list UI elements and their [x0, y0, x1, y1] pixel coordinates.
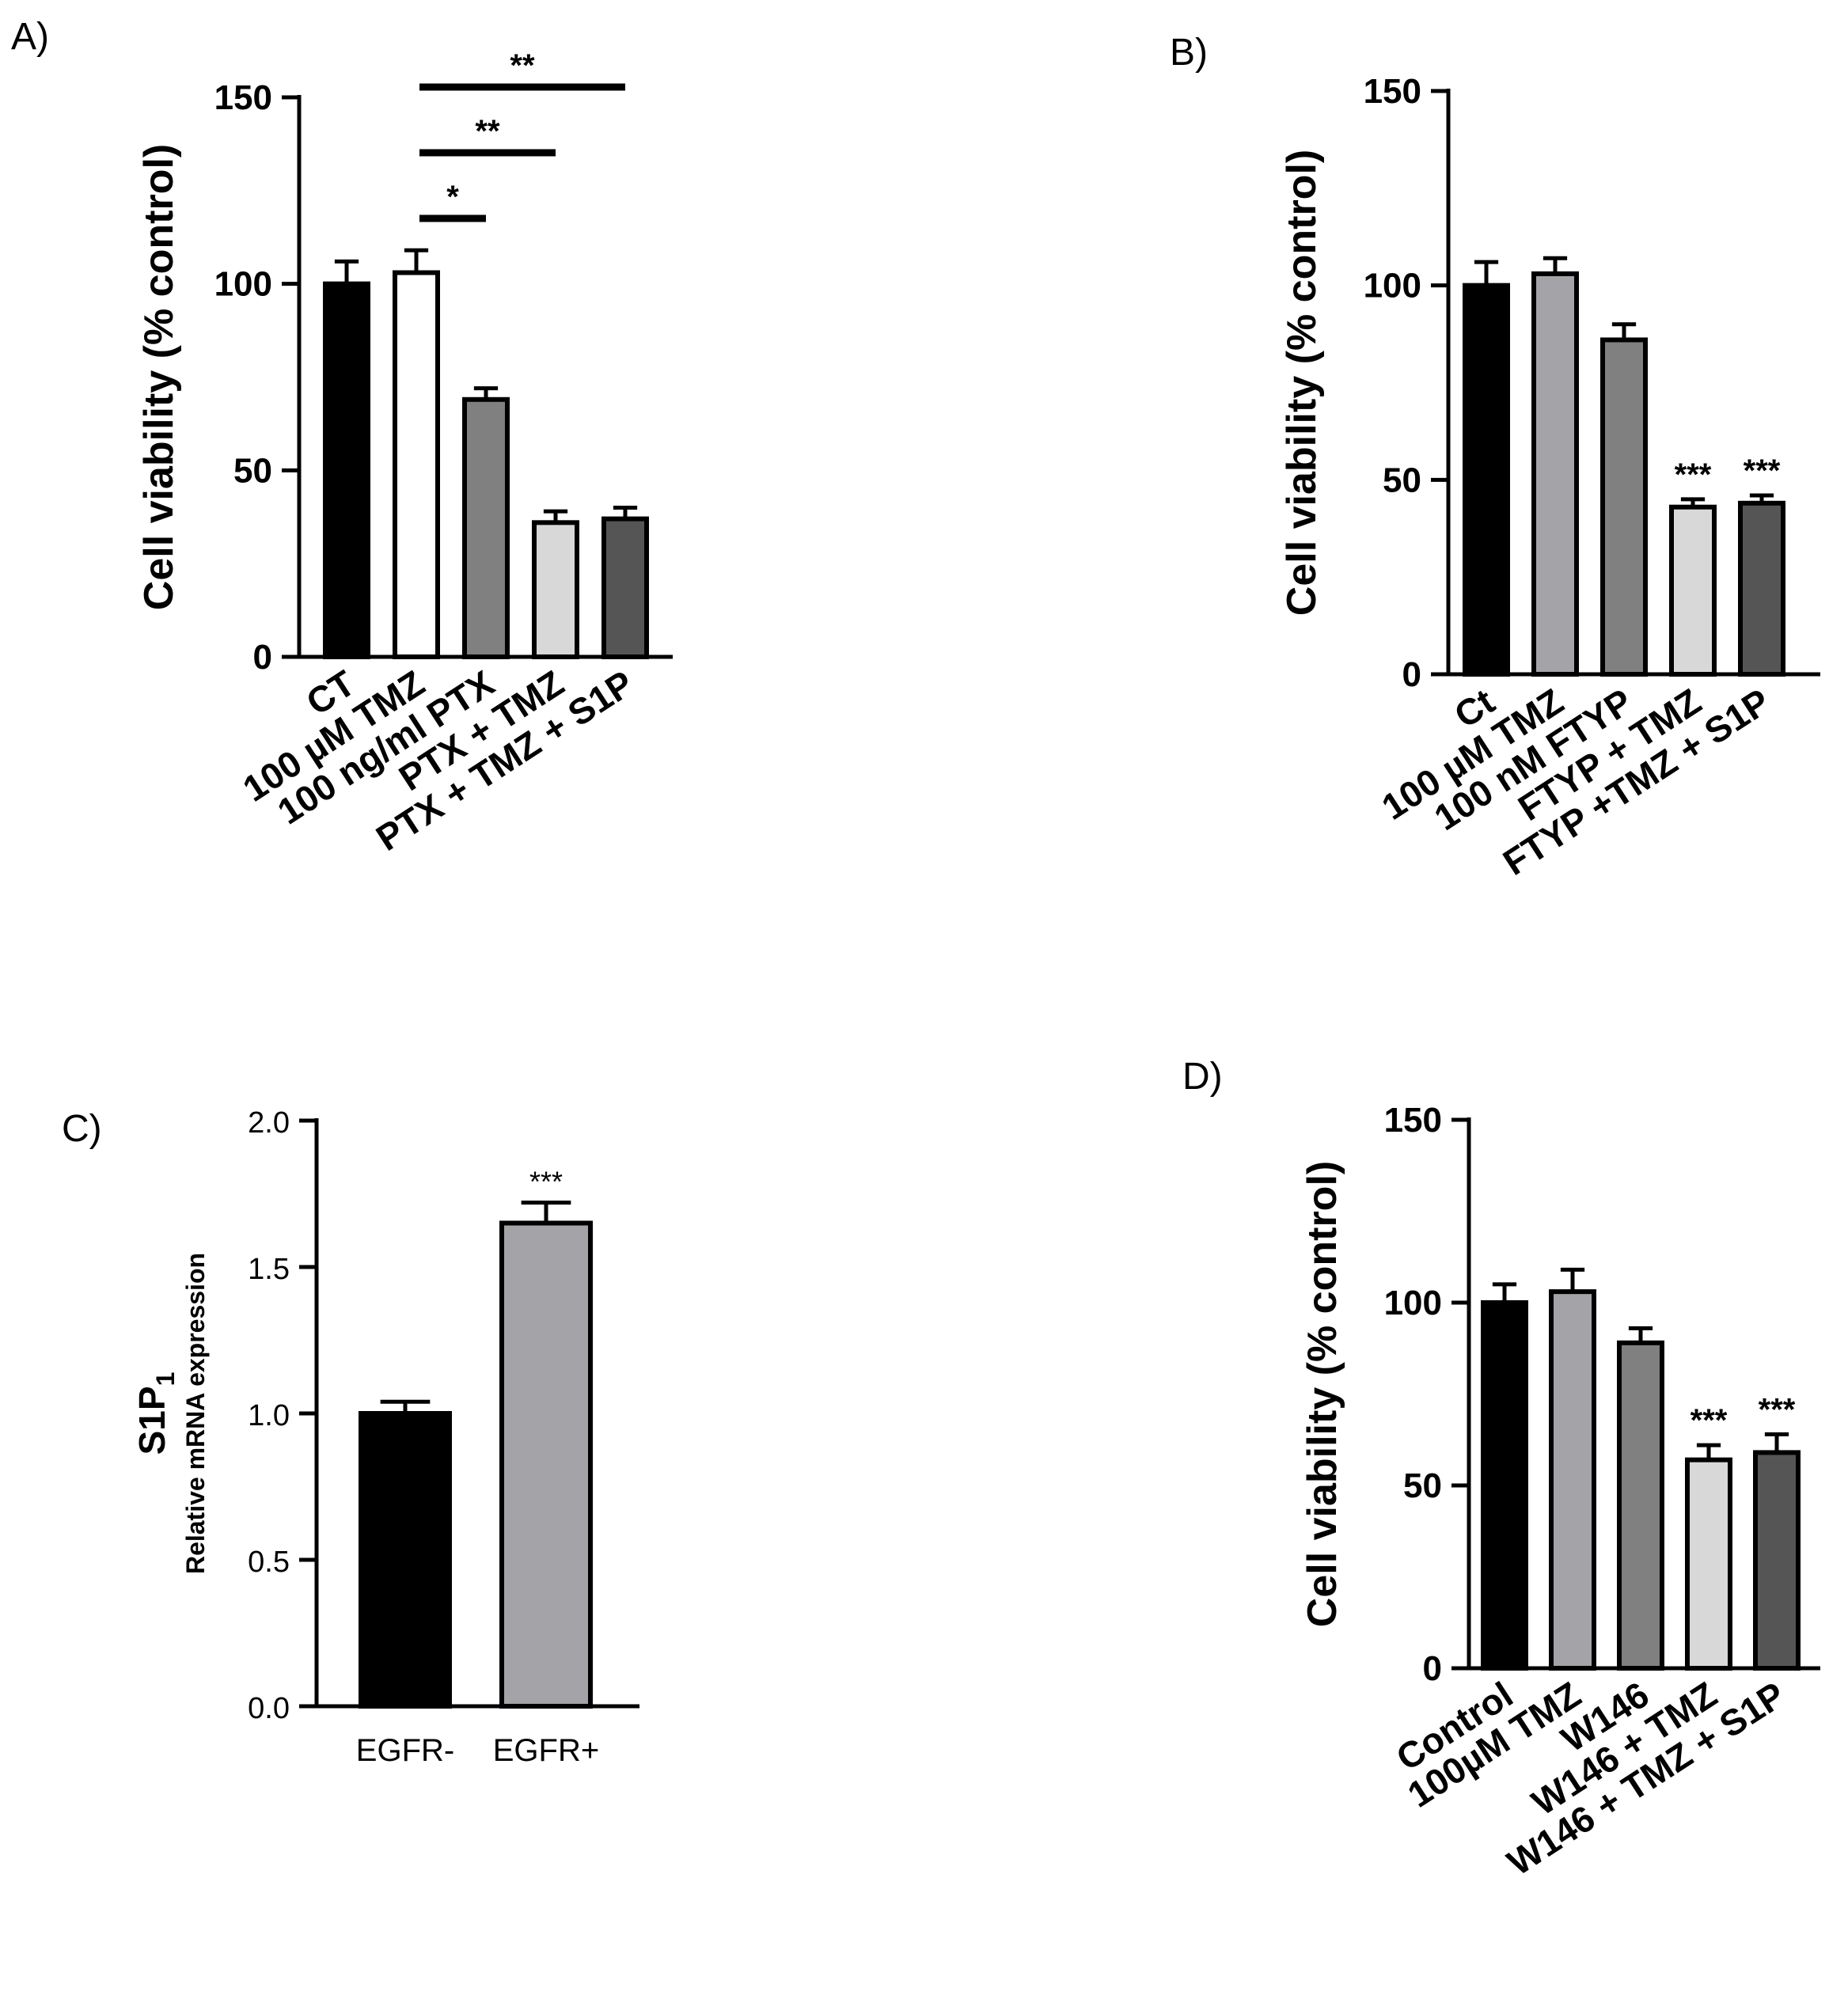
bar — [1600, 337, 1648, 677]
bracket-label: ** — [475, 114, 500, 149]
y-tick-label: 100 — [214, 265, 272, 304]
y-tick-label: 1.0 — [248, 1399, 290, 1432]
bar — [462, 396, 510, 659]
y-tick-label: 1.5 — [248, 1253, 290, 1286]
bar — [1463, 283, 1510, 677]
y-tick-label: 150 — [1384, 1101, 1442, 1140]
y-axis-label: S1P1 — [131, 1372, 180, 1455]
panel-label: D) — [1182, 1056, 1223, 1098]
y-axis-secondary-label: Relative mRNA expression — [181, 1253, 210, 1574]
bracket-label: ** — [510, 48, 535, 83]
y-axis-label: Cell viability (% control) — [1300, 1161, 1345, 1627]
bar — [1669, 504, 1717, 677]
y-tick-label: 100 — [1384, 1284, 1442, 1322]
bar — [601, 516, 649, 660]
bar — [323, 281, 370, 659]
y-tick-label: 150 — [214, 78, 272, 117]
significance-label: *** — [1691, 1403, 1728, 1438]
category-label: EGFR+ — [493, 1733, 599, 1768]
significance-label: *** — [1675, 457, 1712, 492]
y-tick-label: 50 — [1403, 1466, 1442, 1505]
y-axis-label: Cell viability (% control) — [136, 144, 182, 610]
bar — [1617, 1340, 1664, 1671]
bar — [1531, 271, 1579, 677]
panel-label: B) — [1170, 32, 1208, 74]
bar — [1738, 500, 1785, 677]
y-tick-label: 150 — [1364, 72, 1421, 111]
y-axis-label: Cell viability (% control) — [1279, 150, 1325, 616]
y-tick-label: 2.0 — [248, 1106, 290, 1140]
bar — [1753, 1450, 1801, 1671]
bar — [1549, 1289, 1596, 1671]
y-tick-label: 0 — [253, 638, 272, 677]
y-tick-label: 50 — [233, 451, 272, 490]
bar — [499, 1220, 593, 1709]
y-tick-label: 100 — [1364, 267, 1421, 305]
significance-label: *** — [529, 1166, 563, 1198]
category-label: EGFR- — [356, 1733, 454, 1768]
bar — [1685, 1457, 1732, 1671]
panel-label: A) — [11, 16, 49, 58]
y-tick-label: 0 — [1423, 1649, 1442, 1688]
bar — [532, 520, 579, 659]
significance-label: *** — [1744, 453, 1781, 488]
y-tick-label: 0 — [1402, 655, 1421, 694]
y-tick-label: 50 — [1383, 461, 1421, 499]
y-tick-label: 0.0 — [248, 1692, 290, 1725]
bar — [393, 270, 440, 659]
bar — [1481, 1300, 1528, 1671]
significance-label: *** — [1759, 1392, 1796, 1427]
bracket-label: * — [446, 180, 459, 214]
bar — [359, 1411, 452, 1709]
y-tick-label: 0.5 — [248, 1546, 290, 1579]
panel-c-bar-chart: C) 0.0 0.5 1.0 1.5 2.0 S1P1 Relative mRNA expre… — [62, 1106, 639, 1768]
panel-label: C) — [62, 1108, 102, 1150]
